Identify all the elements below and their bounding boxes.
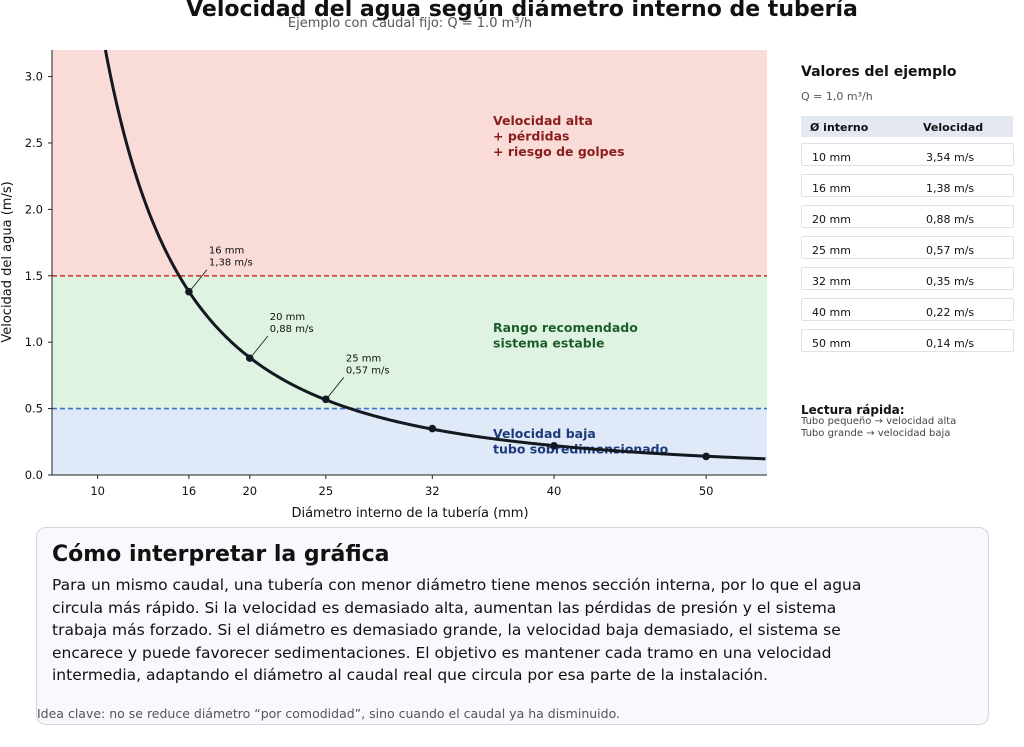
- point-annotations: 16 mm1,38 m/s 20 mm0,88 m/s 25 mm0,57 m/s: [190, 246, 390, 398]
- annotation-text: 1,38 m/s: [209, 258, 253, 269]
- annotation-leader: [251, 335, 269, 357]
- zone-label: Velocidad baja: [493, 426, 596, 441]
- chart-title: Velocidad del agua según diámetro intern…: [186, 0, 858, 22]
- annotation-leader: [190, 269, 208, 290]
- data-point: [702, 452, 710, 461]
- side-panel-title: Valores del ejemplo: [801, 64, 957, 80]
- annotation-text: 20 mm: [270, 312, 305, 323]
- zone-band: [52, 50, 767, 276]
- card-body: Para un mismo caudal, una tubería con me…: [52, 576, 862, 684]
- quick-read-line: Tubo pequeño → velocidad alta: [801, 416, 957, 427]
- column-header-diameter: Ø interno: [810, 121, 869, 134]
- annotation-text: 0,57 m/s: [346, 365, 390, 376]
- zone-band: [52, 275, 767, 409]
- table-row: 50 mm 0,14 m/s: [801, 329, 1014, 352]
- x-tick-label: 50: [699, 484, 714, 498]
- row-diameter: 20 mm: [812, 213, 851, 226]
- y-tick-label: 3.0: [25, 70, 43, 84]
- values-table-header: Ø interno Velocidad: [801, 116, 1013, 137]
- zone-label: Rango recomendado: [493, 320, 638, 335]
- row-diameter: 16 mm: [812, 182, 851, 195]
- row-velocity: 0,57 m/s: [926, 244, 975, 257]
- row-diameter: 10 mm: [812, 151, 851, 164]
- axes: 10 16 20 25 32 40 50 0.0 0.5 1.0 1.5 2.0 2.5 3.0: [25, 50, 767, 498]
- quick-read-title: Lectura rápida:: [801, 403, 905, 417]
- data-point: [322, 395, 330, 404]
- x-tick-label: 10: [90, 484, 105, 498]
- annotation-text: 25 mm: [346, 353, 381, 364]
- table-row: 16 mm 1,38 m/s: [801, 174, 1014, 197]
- y-tick-label: 2.0: [25, 202, 43, 216]
- row-velocity: 0,14 m/s: [926, 337, 975, 350]
- row-diameter: 40 mm: [812, 306, 851, 319]
- data-point: [245, 354, 254, 362]
- zone-label: Velocidad alta: [493, 113, 593, 128]
- row-diameter: 25 mm: [812, 244, 851, 257]
- zone-label: sistema estable: [493, 336, 604, 351]
- x-tick-label: 32: [425, 484, 440, 498]
- threshold-lines: [52, 274, 767, 410]
- zone-label: + riesgo de golpes: [493, 144, 625, 159]
- row-diameter: 50 mm: [812, 337, 851, 350]
- x-axis-label: Diámetro interno de la tubería (mm): [291, 506, 528, 520]
- x-tick-label: 20: [242, 484, 257, 498]
- row-diameter: 32 mm: [812, 275, 851, 288]
- card-title: Cómo interpretar la gráfica: [52, 542, 390, 567]
- side-panel-subtitle: Q = 1,0 m³/h: [801, 90, 873, 103]
- y-axis-label: Velocidad del agua (m/s): [0, 181, 15, 342]
- column-header-velocity: Velocidad: [923, 121, 984, 134]
- row-velocity: 1,38 m/s: [926, 182, 975, 195]
- interpretation-card: Cómo interpretar la gráfica Para un mism…: [36, 527, 989, 725]
- x-tick-label: 40: [547, 484, 562, 498]
- row-velocity: 0,35 m/s: [926, 275, 975, 288]
- zone-band: [52, 408, 767, 475]
- annotation-leader: [327, 377, 345, 398]
- table-row: 25 mm 0,57 m/s: [801, 236, 1014, 259]
- annotation-text: 0,88 m/s: [270, 324, 314, 335]
- data-points: [185, 287, 710, 461]
- x-tick-label: 25: [319, 484, 334, 498]
- table-row: 10 mm 3,54 m/s: [801, 143, 1014, 166]
- quick-read-line: Tubo grande → velocidad baja: [801, 428, 951, 439]
- y-tick-label: 1.5: [25, 269, 43, 283]
- row-velocity: 0,88 m/s: [926, 213, 975, 226]
- data-point: [428, 424, 437, 433]
- zone-label: + pérdidas: [493, 129, 569, 144]
- annotation-text: 16 mm: [209, 246, 244, 257]
- row-velocity: 3,54 m/s: [926, 151, 975, 164]
- y-tick-label: 0.0: [25, 468, 43, 482]
- x-tick-label: 16: [182, 484, 197, 498]
- chart: Velocidad alta+ pérdidas+ riesgo de golp…: [0, 49, 767, 520]
- table-row: 20 mm 0,88 m/s: [801, 205, 1014, 228]
- table-row: 32 mm 0,35 m/s: [801, 267, 1014, 290]
- zones-layer: [52, 50, 767, 475]
- data-point: [550, 441, 558, 450]
- y-tick-label: 1.0: [25, 335, 43, 349]
- data-point: [185, 287, 193, 296]
- chart-subtitle: Ejemplo con caudal fijo: Q = 1.0 m³/h: [287, 16, 533, 31]
- y-tick-label: 2.5: [25, 136, 43, 150]
- table-row: 40 mm 0,22 m/s: [801, 298, 1014, 321]
- row-velocity: 0,22 m/s: [926, 306, 975, 319]
- card-key-idea: Idea clave: no se reduce diámetro “por c…: [37, 706, 620, 721]
- y-tick-label: 0.5: [25, 402, 43, 416]
